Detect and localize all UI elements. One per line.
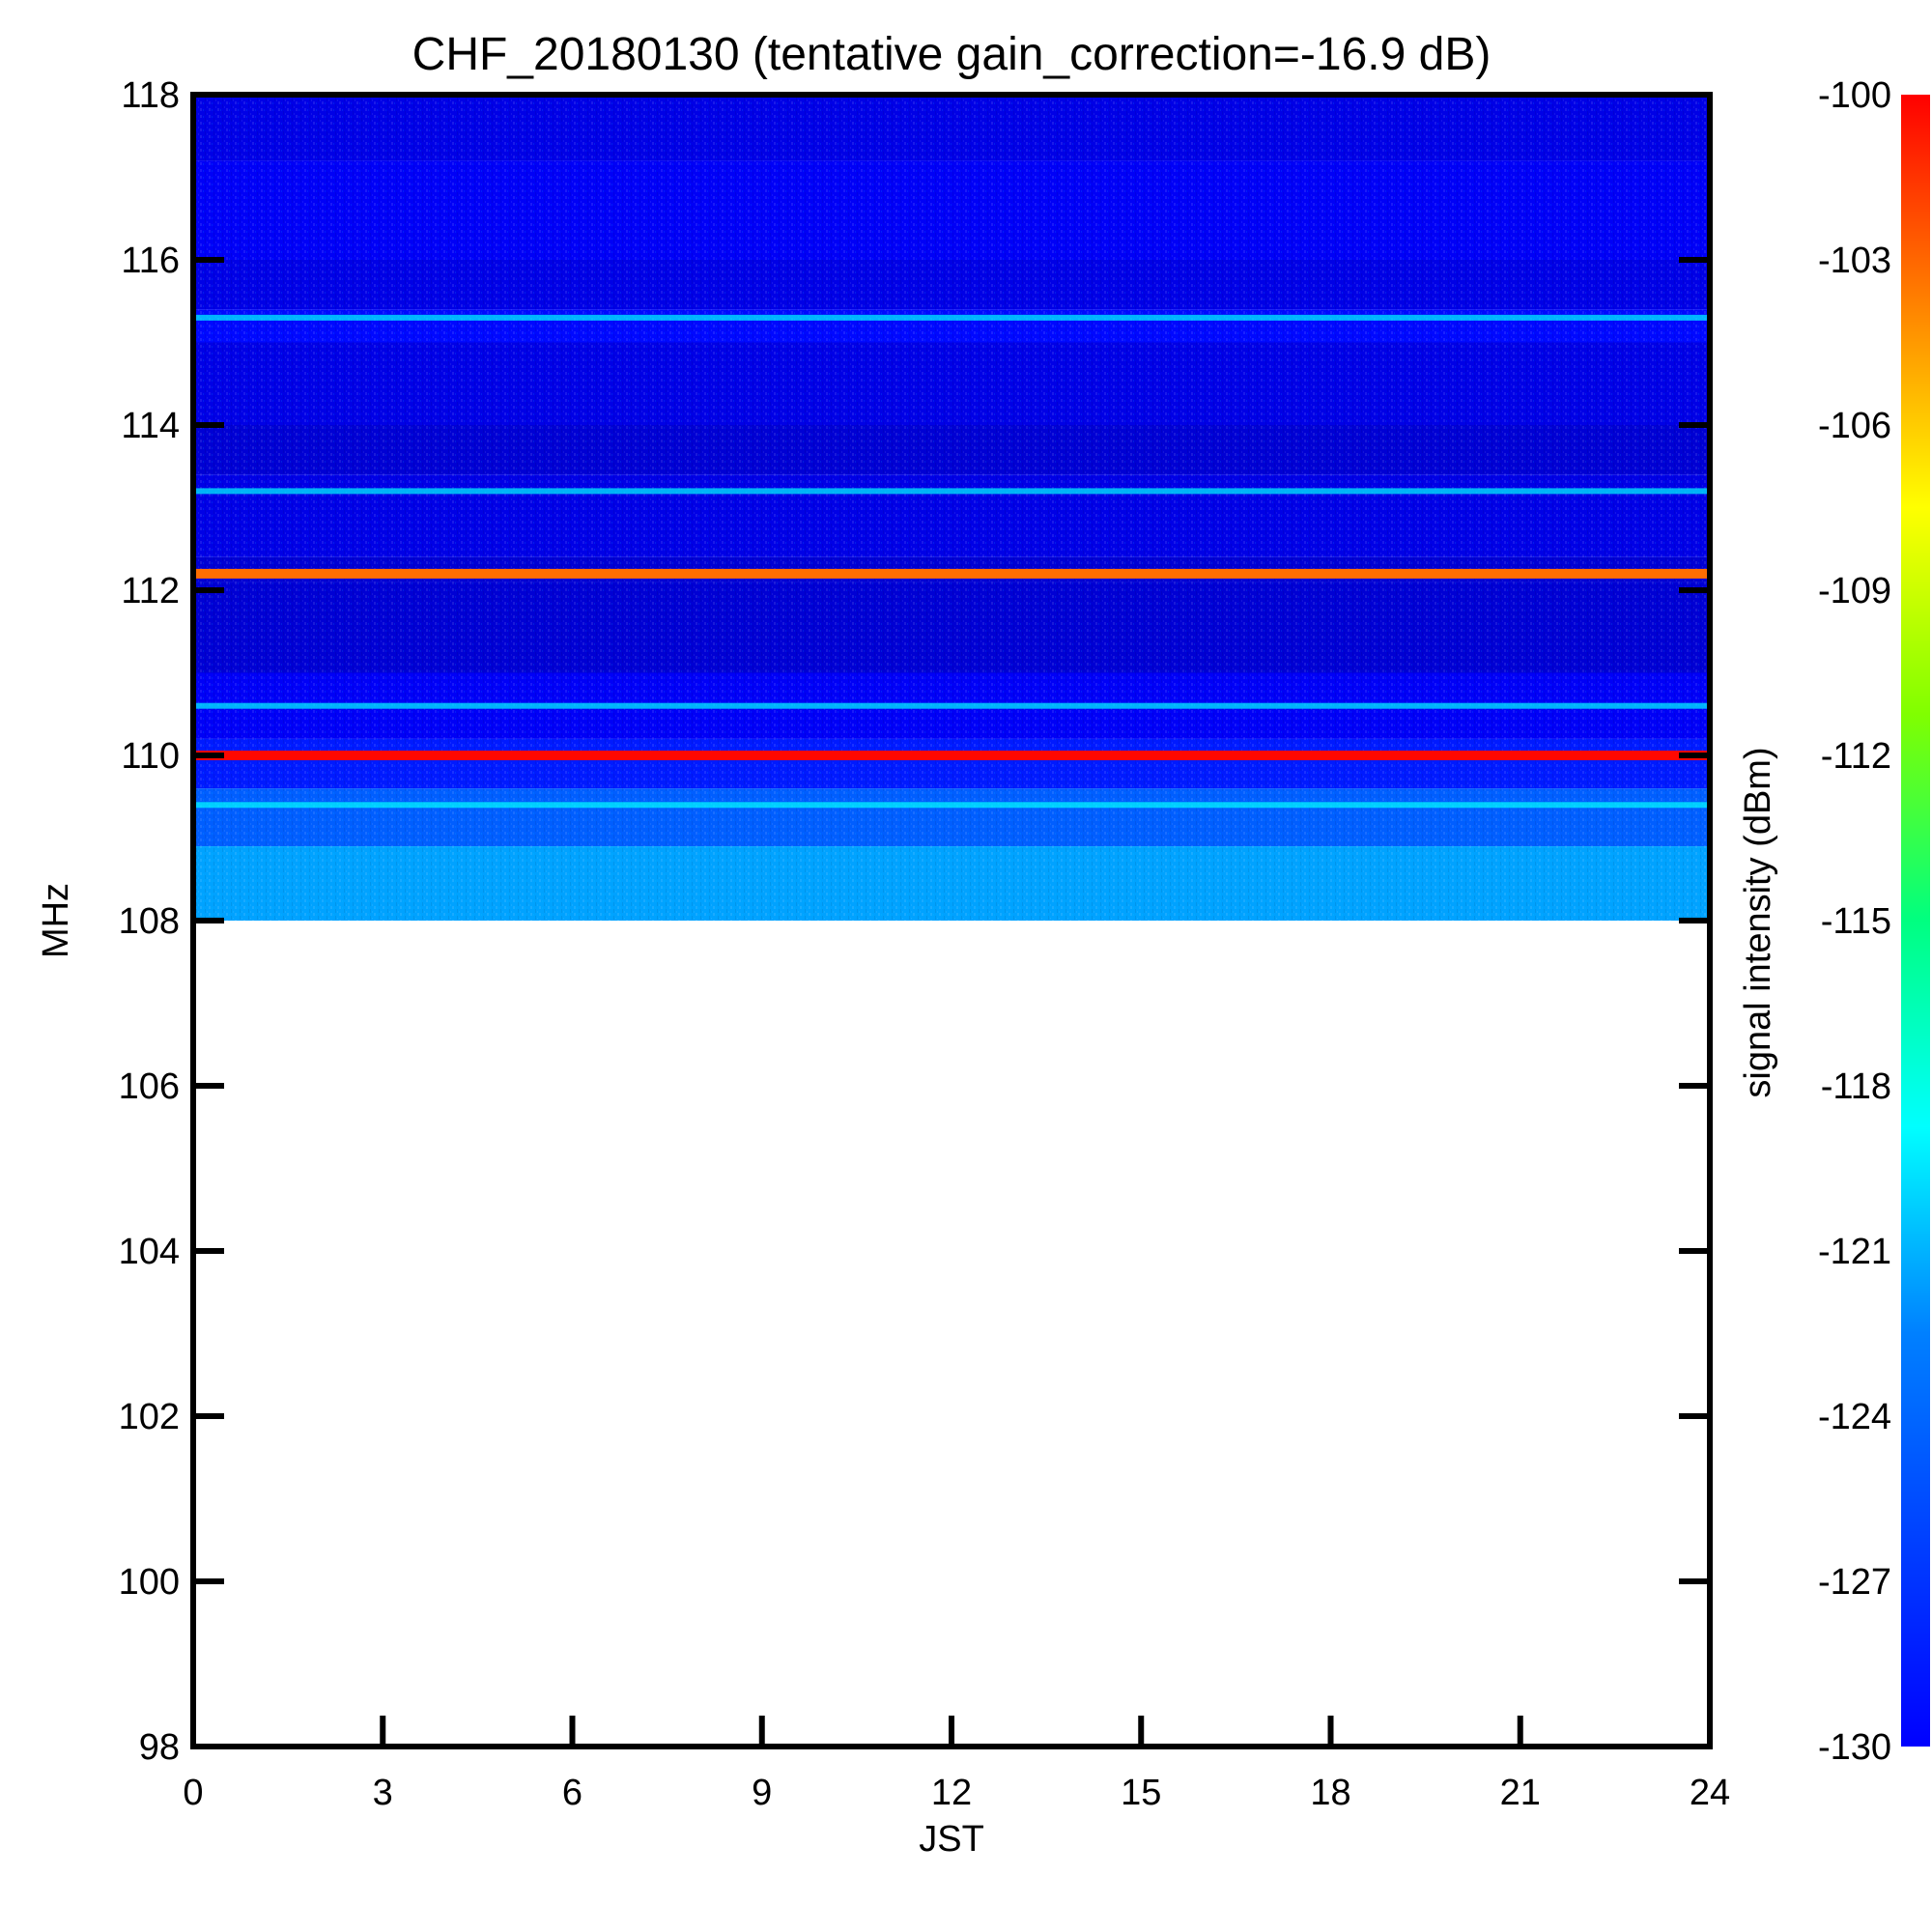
x-tick-label: 18 (1310, 1773, 1350, 1813)
y-axis-label: MHz (36, 883, 76, 958)
colorbar-tick-label: -124 (1818, 1397, 1891, 1437)
colorbar-tick-label: -112 (1821, 736, 1891, 777)
strong-signal-line (193, 751, 1710, 760)
x-axis-ticks: 0 3 6 9 12 15 18 21 24 (183, 1716, 1730, 1813)
weak-signal-line (193, 314, 1710, 321)
colorbar-tick-label: -130 (1818, 1727, 1891, 1768)
y-tick-label: 118 (121, 75, 180, 116)
colorbar-tick-label: -118 (1821, 1066, 1891, 1107)
y-tick-label: 98 (139, 1727, 180, 1768)
x-tick-label: 3 (373, 1773, 393, 1813)
y-tick-label: 112 (121, 571, 180, 611)
x-tick-label: 9 (752, 1773, 772, 1813)
colorbar-tick-label: -106 (1818, 406, 1891, 446)
y-tick-label: 100 (119, 1562, 180, 1603)
y-tick-label: 116 (121, 241, 180, 281)
y-tick-label: 106 (119, 1066, 180, 1107)
colorbar-tick-label: -103 (1818, 241, 1891, 281)
colorbar-tick-label: -115 (1821, 901, 1891, 942)
y-tick-label: 108 (119, 901, 180, 942)
colorbar (1901, 95, 1930, 1747)
colorbar-label: signal intensity (dBm) (1738, 747, 1778, 1097)
weak-signal-line (193, 488, 1710, 495)
y-tick-label: 110 (121, 736, 180, 777)
colorbar-ticks: -100 -103 -106 -109 -112 -115 -118 -121 -124 -127… (1818, 75, 1891, 1768)
x-tick-label: 21 (1500, 1773, 1541, 1813)
chart-title: CHF_20180130 (tentative gain_correction=… (412, 29, 1492, 80)
x-tick-label: 6 (562, 1773, 582, 1813)
strong-signal-line (193, 568, 1710, 579)
y-axis-ticks: 118 116 114 112 110 108 106 104 102 100 98 (119, 75, 1710, 1768)
x-axis-label: JST (919, 1819, 984, 1860)
y-tick-label: 102 (119, 1397, 180, 1437)
spectrogram-signal-lines (193, 314, 1710, 809)
y-tick-label: 114 (121, 406, 180, 446)
colorbar-tick-label: -109 (1818, 571, 1891, 611)
x-tick-label: 0 (183, 1773, 203, 1813)
weak-signal-line (193, 802, 1710, 809)
x-tick-label: 15 (1121, 1773, 1161, 1813)
x-tick-label: 12 (931, 1773, 972, 1813)
colorbar-tick-label: -100 (1818, 75, 1891, 116)
weak-signal-line (193, 702, 1710, 709)
colorbar-tick-label: -127 (1818, 1562, 1891, 1603)
x-tick-label: 24 (1690, 1773, 1730, 1813)
noise-texture (193, 95, 1710, 921)
y-tick-label: 104 (119, 1232, 180, 1272)
colorbar-tick-label: -121 (1818, 1232, 1891, 1272)
